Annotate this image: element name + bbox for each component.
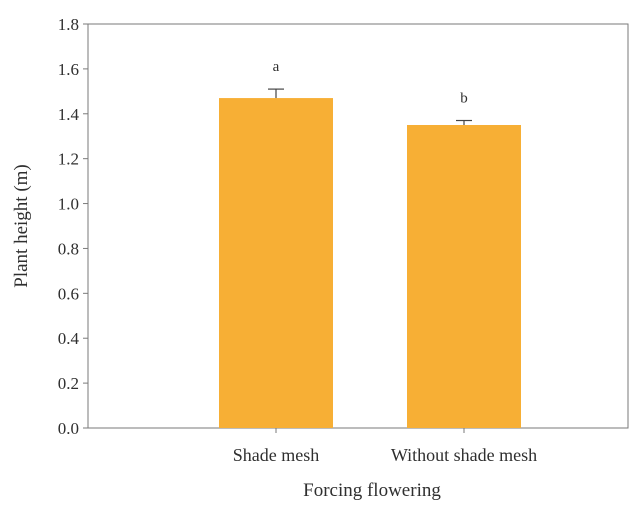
significance-label: b [460,91,468,107]
y-axis-label: Plant height (m) [11,164,32,287]
y-tick-label: 0.0 [58,419,79,438]
bar [219,98,333,429]
y-tick-label: 0.8 [58,239,79,258]
y-axis: 0.0 0.2 0.4 0.6 0.8 1.0 1.2 1.4 1.6 1.8 [58,15,88,438]
significance-label: a [273,59,280,75]
x-tick-label: Shade mesh [233,445,319,465]
x-axis: Shade mesh Without shade mesh [233,428,537,465]
x-axis-label: Forcing flowering [303,480,441,501]
y-tick-label: 0.2 [58,374,79,393]
y-tick-label: 0.4 [58,329,80,348]
y-tick-label: 1.8 [58,15,79,34]
y-tick-label: 1.0 [58,195,79,214]
bars: ab [219,59,521,429]
plot-frame [87,23,629,429]
y-tick-label: 0.6 [58,284,79,303]
y-tick-label: 1.4 [58,105,80,124]
bar [407,125,521,428]
y-tick-label: 1.2 [58,150,79,169]
x-tick-label: Without shade mesh [391,445,537,465]
y-tick-label: 1.6 [58,60,79,79]
plot-border [87,23,629,429]
